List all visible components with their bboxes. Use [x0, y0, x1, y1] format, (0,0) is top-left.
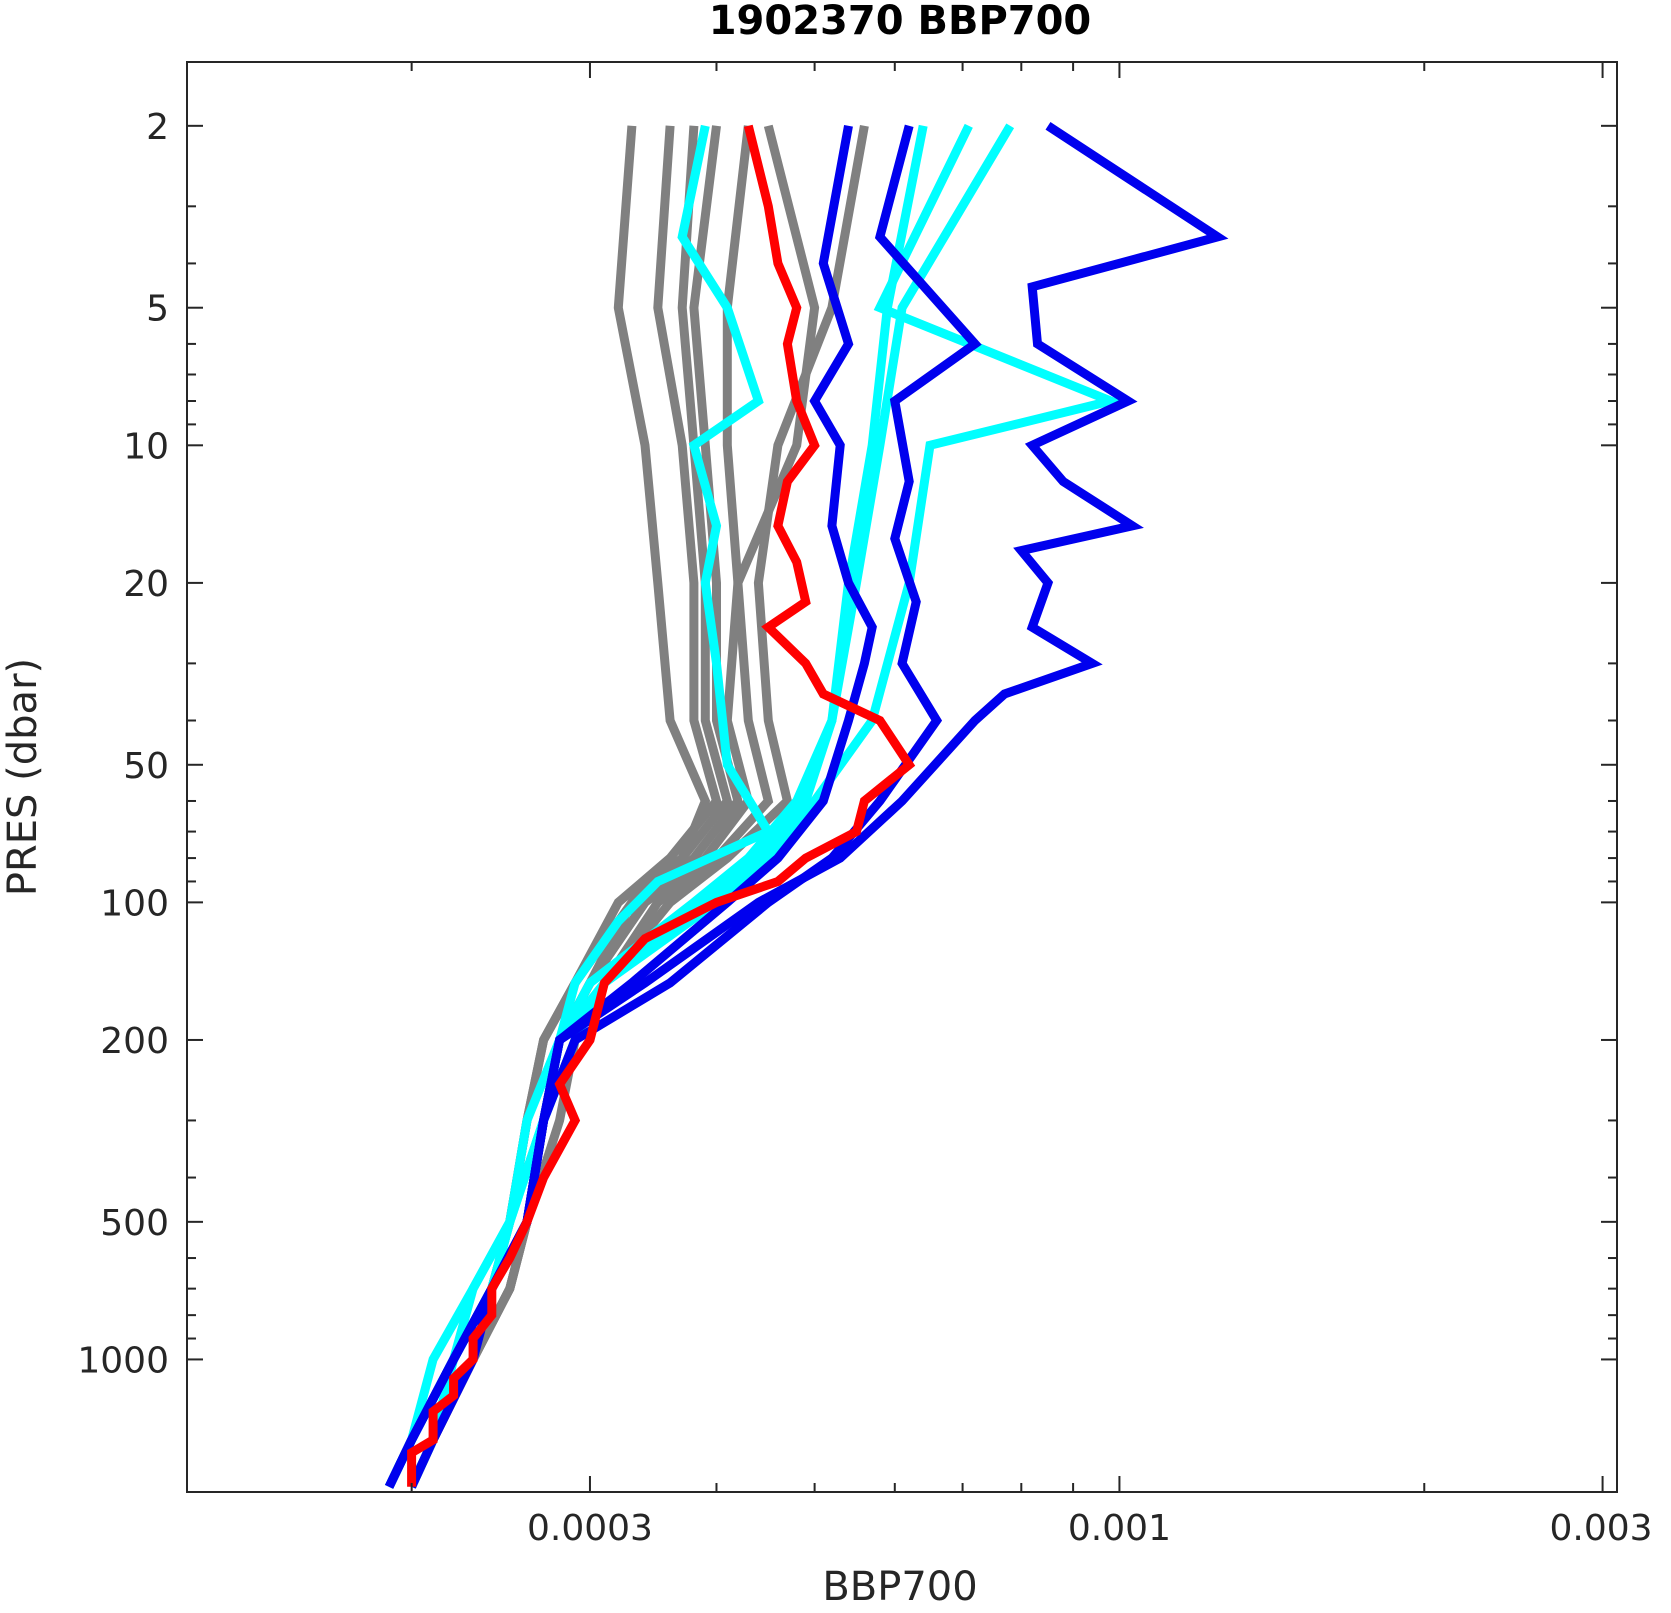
profile-lines: [385, 122, 1229, 1489]
y-tick-label: 20: [123, 564, 169, 605]
y-tick-label: 10: [123, 426, 169, 467]
y-axis-label: PRES (dbar): [0, 658, 46, 896]
chart-title: 1902370 BBP700: [709, 0, 1092, 44]
y-tick-label: 1000: [77, 1340, 169, 1381]
x-axis-label: BBP700: [822, 1564, 977, 1610]
y-axis-ticks: 2 5 10 20 50 100 200 500 1000: [77, 107, 1617, 1381]
axes-box: [186, 61, 1618, 1493]
x-axis-ticks: 0.0003 0.001 0.003: [410, 62, 1653, 1549]
profile-line-gray-1: [385, 125, 722, 1489]
x-tick-label: 0.0003: [527, 1508, 653, 1549]
y-tick-label: 100: [100, 883, 169, 924]
y-tick-label: 50: [123, 746, 169, 787]
profile-line-gray-5: [385, 125, 733, 1489]
x-tick-label: 0.003: [1550, 1508, 1653, 1549]
x-tick-label: 0.001: [1068, 1508, 1171, 1549]
plot-area: [385, 122, 1229, 1489]
y-tick-label: 500: [100, 1203, 169, 1244]
profile-line-red-14: [407, 124, 916, 1487]
profile-line-gray-2: [407, 125, 743, 1489]
y-tick-label: 5: [146, 289, 169, 330]
y-tick-label: 2: [146, 107, 169, 148]
y-tick-label: 200: [100, 1021, 169, 1062]
